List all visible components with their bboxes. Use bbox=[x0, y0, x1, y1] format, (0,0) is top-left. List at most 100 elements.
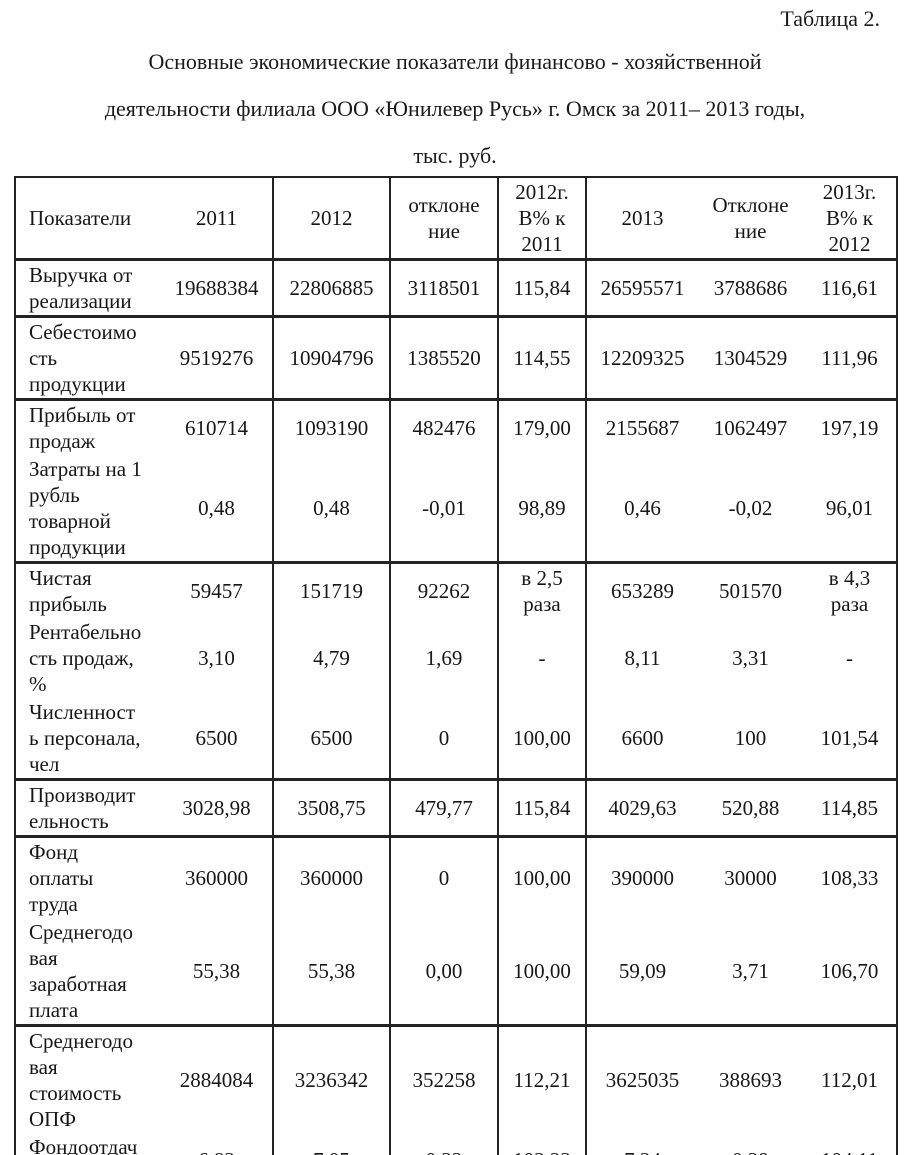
value-cell: 115,84 bbox=[498, 778, 587, 837]
table-caption: Таблица 2. bbox=[780, 6, 880, 31]
header-percent-2012-to-2011: 2012г. В% к 2011 bbox=[498, 177, 587, 261]
row-label: Среднегодо вая заработная плата bbox=[29, 920, 133, 1022]
header-indicators: Показатели bbox=[15, 177, 161, 261]
value-cell: - bbox=[498, 618, 587, 698]
value-cell: -0,01 bbox=[390, 455, 499, 563]
value-cell: 92262 bbox=[390, 561, 499, 618]
value-cell: 59,09 bbox=[618, 959, 667, 983]
value-cell: 3118501 bbox=[390, 258, 499, 317]
row-label: Себестоимо сть продукции bbox=[15, 315, 161, 400]
value-cell: 0 bbox=[390, 835, 499, 918]
value-cell: 653289 bbox=[586, 561, 698, 618]
row-label: Среднегодо вая стоимость ОПФ bbox=[15, 1024, 161, 1133]
value-cell: 6500 bbox=[273, 698, 391, 780]
value-cell: 3,10 bbox=[161, 618, 274, 698]
row-label: Рентабельно сть продаж, % bbox=[29, 620, 142, 696]
value-cell: 3028,98 bbox=[161, 778, 274, 837]
value-cell: 8,11 bbox=[624, 646, 661, 670]
value-cell: 390000 bbox=[586, 835, 698, 918]
value-cell: 114,85 bbox=[803, 778, 897, 837]
table-row: Численност ь персонала, чел 6500 6500 0 100,… bbox=[15, 698, 897, 780]
value-cell: 0,48 bbox=[161, 455, 274, 563]
value-cell: 1093190 bbox=[273, 398, 391, 455]
value-cell: 6,83 bbox=[161, 1133, 274, 1155]
value-cell: 104,11 bbox=[803, 1133, 897, 1155]
value-cell: 0,48 bbox=[273, 455, 391, 563]
value-cell: 3,71 bbox=[732, 959, 769, 983]
table-row: Прибыль от продаж 610714 1093190 482476 179,… bbox=[15, 398, 897, 455]
value-cell: 26595571 bbox=[586, 258, 698, 317]
table-row: Среднегодо вая заработная плата 55,38 55,3… bbox=[15, 918, 897, 1026]
document-title: Основные экономические показатели финанс… bbox=[104, 49, 806, 168]
value-cell: 100,00 bbox=[498, 835, 587, 918]
value-cell: 179,00 bbox=[498, 398, 587, 455]
value-cell: 6600 bbox=[621, 726, 664, 750]
value-cell: 1062497 bbox=[698, 398, 803, 455]
value-cell: 19688384 bbox=[161, 258, 274, 317]
value-cell: 112,01 bbox=[803, 1024, 897, 1133]
value-cell: 4,79 bbox=[273, 618, 391, 698]
value-cell: 55,38 bbox=[161, 918, 274, 1026]
value-cell: 100,00 bbox=[498, 698, 587, 780]
value-cell: в 4,3 раза bbox=[803, 561, 897, 618]
value-cell: 98,89 bbox=[498, 455, 587, 563]
value-cell: 2155687 bbox=[586, 398, 698, 455]
table-row: Фондоотдач а 6,837,050,22103,237,340,2910… bbox=[15, 1133, 897, 1155]
table-row: Рентабельно сть продаж, % 3,10 4,79 1,69- 8,… bbox=[15, 618, 897, 698]
value-cell: 3508,75 bbox=[273, 778, 391, 837]
value-cell: 0,22 bbox=[390, 1133, 499, 1155]
value-cell: 7,34 bbox=[586, 1133, 698, 1155]
value-cell: 1,69 bbox=[390, 618, 499, 698]
value-cell: 9519276 bbox=[161, 315, 274, 400]
value-cell: 3788686 bbox=[698, 258, 803, 317]
value-cell: 10904796 bbox=[273, 315, 391, 400]
header-year-2012: 2012 bbox=[273, 177, 391, 261]
value-cell: 501570 bbox=[698, 561, 803, 618]
value-cell: 3625035 bbox=[586, 1024, 698, 1133]
table-row: Среднегодо вая стоимость ОПФ 2884084 32363… bbox=[15, 1024, 897, 1133]
value-cell: 112,21 bbox=[498, 1024, 587, 1133]
value-cell: 111,96 bbox=[803, 315, 897, 400]
value-cell: 610714 bbox=[161, 398, 274, 455]
value-cell: -0,02 bbox=[728, 496, 773, 520]
row-label: Выручка от реализации bbox=[15, 258, 161, 317]
row-label: Фондоотдач а bbox=[29, 1135, 138, 1155]
indicators-table: Показатели 2011 2012 отклоне ние 2012г. … bbox=[14, 176, 898, 1155]
value-cell: 116,61 bbox=[803, 258, 897, 317]
table-row: Себестоимо сть продукции 9519276 10904796 1… bbox=[15, 315, 897, 400]
row-label: Численност ь персонала, чел bbox=[29, 700, 141, 776]
value-cell: 1385520 bbox=[390, 315, 499, 400]
header-year-2013: 2013 bbox=[586, 177, 698, 261]
value-cell: 103,23 bbox=[498, 1133, 587, 1155]
value-cell: 22806885 bbox=[273, 258, 391, 317]
value-cell: 197,19 bbox=[803, 398, 897, 455]
value-cell: 0,29 bbox=[698, 1133, 803, 1155]
value-cell: 2884084 bbox=[161, 1024, 274, 1133]
value-cell: 520,88 bbox=[698, 778, 803, 837]
row-label: Прибыль от продаж bbox=[15, 398, 161, 455]
table-row: Выручка от реализации 19688384 22806885 311… bbox=[15, 258, 897, 317]
table-row: Фонд оплаты труда 360000 360000 0 100,00 3900… bbox=[15, 835, 897, 918]
value-cell: 106,70 bbox=[820, 959, 879, 983]
row-label: Затраты на 1 рубль товарной продукции bbox=[29, 457, 142, 559]
value-cell: 96,01 bbox=[825, 496, 874, 520]
value-cell: 101,54 bbox=[820, 726, 879, 750]
value-cell: 1304529 bbox=[698, 315, 803, 400]
value-cell: 7,05 bbox=[273, 1133, 391, 1155]
value-cell: 108,33 bbox=[803, 835, 897, 918]
value-cell: 3236342 bbox=[273, 1024, 391, 1133]
value-cell: 388693 bbox=[698, 1024, 803, 1133]
value-cell: 0,46 bbox=[624, 496, 661, 520]
value-cell: в 2,5 раза bbox=[498, 561, 587, 618]
value-cell: 30000 bbox=[698, 835, 803, 918]
table-row: Чистая прибыль 59457 151719 92262 в 2,5 раза… bbox=[15, 561, 897, 618]
table-header-row: Показатели 2011 2012 отклоне ние 2012г. … bbox=[15, 177, 897, 261]
row-label: Фонд оплаты труда bbox=[15, 835, 161, 918]
row-label: Чистая прибыль bbox=[15, 561, 161, 618]
value-cell: 115,84 bbox=[498, 258, 587, 317]
value-cell: 0 bbox=[390, 698, 499, 780]
header-deviation-2012: отклоне ние bbox=[390, 177, 499, 261]
value-cell: 0,00 bbox=[390, 918, 499, 1026]
value-cell: 12209325 bbox=[586, 315, 698, 400]
row-label: Производит ельность bbox=[15, 778, 161, 837]
